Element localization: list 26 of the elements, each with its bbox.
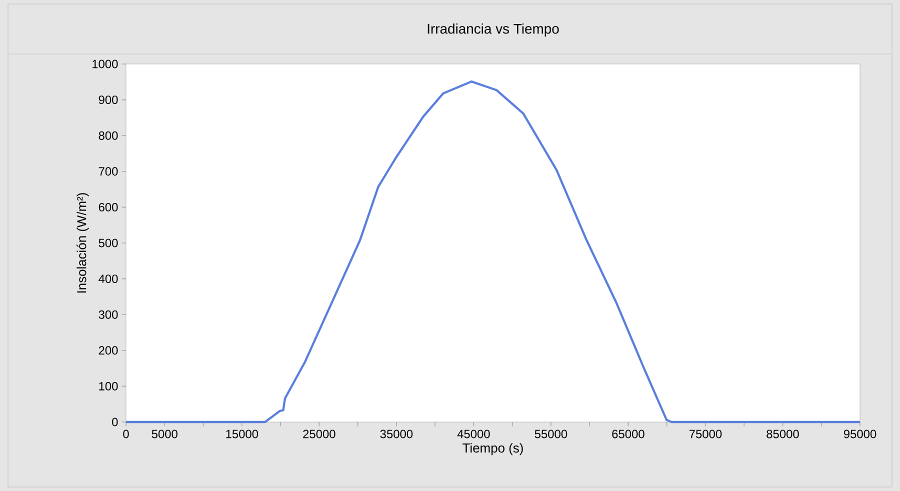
x-tick-label: 15000 [226,430,258,438]
x-tick-label: 55000 [534,430,568,438]
x-tick-label: 25000 [303,430,336,438]
x-axis-title: Tiempo (s) [462,443,523,456]
y-tick-label: 1000 [92,60,118,68]
y-tick-label: 400 [98,274,118,284]
x-tick-label: 45000 [457,430,490,438]
y-tick-label: 900 [98,96,118,104]
x-tick-label: 0 [123,430,129,438]
x-tick-label: 35000 [380,430,413,438]
x-tick-label: 95000 [844,430,876,438]
x-tick-label: 65000 [612,430,644,438]
line-series [124,80,862,424]
y-tick-label: 700 [98,167,118,176]
y-tick-label: 800 [98,131,118,140]
y-tick-label: 100 [99,382,118,390]
x-tick-label: 85000 [766,430,799,438]
y-tick-label: 500 [98,238,118,248]
chart-title: Irradiancia vs Tiempo [428,23,559,36]
y-tick-label: 600 [98,202,118,212]
x-tick-label: 75000 [689,430,722,438]
y-tick-label: 200 [98,346,118,355]
y-axis-title: Insolación (W/m²) [76,193,89,293]
y-tick-label: 300 [98,310,118,319]
x-tick-label: 5000 [152,430,178,438]
y-tick-label: 0 [112,418,118,426]
